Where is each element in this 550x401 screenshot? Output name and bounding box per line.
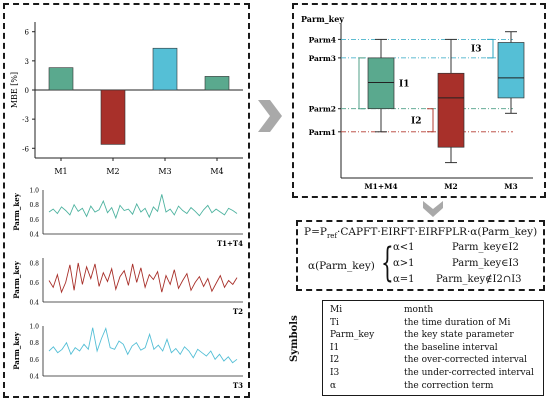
line-y-tick-label: 1.0 — [29, 324, 39, 331]
line-y-label: Parm_key — [12, 331, 21, 370]
symbol-name: I2 — [330, 355, 340, 366]
bar-M3 — [152, 47, 178, 91]
mbe-bar-chart: 6 3 0 -3 -6 M1 M2 M3 M4 MBE [%] — [10, 22, 243, 176]
level-label-Parm4: Parm4 — [309, 35, 336, 44]
line-chart-t1-t4: 1.0 0.8 0.6 0.4 T1+T4 Parm_key — [12, 188, 243, 249]
bar-y-tick-label: -3 — [22, 116, 29, 124]
line-series-T3 — [48, 327, 238, 364]
interval-label-I1: I1 — [399, 79, 409, 89]
line-series-T2 — [48, 262, 238, 294]
line-y-label: Parm_key — [12, 192, 21, 231]
symbol-description: month — [404, 305, 434, 315]
interval-label-I3: I3 — [471, 45, 481, 55]
symbol-name: I1 — [330, 342, 340, 353]
down-arrow-icon — [423, 201, 443, 217]
symbol-name: Mi — [330, 305, 343, 315]
box-M3 — [497, 42, 525, 99]
symbol-description: the key state parameter — [404, 330, 514, 341]
level-label-Parm2: Parm2 — [309, 105, 336, 114]
bar-y-label: MBE [%] — [10, 72, 19, 108]
bar-M2 — [100, 89, 126, 145]
box-x-label: M1+M4 — [364, 182, 397, 191]
line-label: T3 — [233, 381, 243, 390]
equation-main: P=Pref·CAPFT·EIRFT·EIRFPLR·α(Parm_key) — [304, 226, 538, 241]
symbol-name: Parm_key — [330, 330, 375, 341]
boxplot-panel — [292, 3, 546, 198]
symbol-description: the over-corrected interval — [404, 355, 528, 366]
level-label-Parm3: Parm3 — [309, 54, 336, 63]
line-y-tick-label: 0.4 — [29, 300, 39, 307]
bar-y-tick-label: 3 — [25, 58, 29, 66]
equation-panel — [296, 220, 545, 291]
line-series-T1+T4 — [48, 194, 238, 220]
box-x-label: M3 — [504, 182, 518, 191]
line-y-tick-label: 0.4 — [29, 232, 39, 239]
symbol-name: I3 — [330, 368, 340, 378]
equation-sub: ref — [326, 232, 338, 241]
interval-bracket-I3 — [487, 38, 494, 59]
box-title: Parm_key — [301, 14, 344, 24]
line-chart-t3: 1.0 0.8 0.6 0.4 T3 Parm_key — [12, 324, 243, 391]
interval-bracket-I1 — [358, 57, 365, 110]
right-arrow-icon — [258, 100, 282, 132]
line-y-tick-label: 0.8 — [29, 260, 39, 267]
level-label-Parm1: Parm1 — [309, 128, 336, 137]
box-M2 — [437, 72, 465, 148]
case-1-cond: α<1 — [393, 242, 415, 253]
bar-y-tick-label: 0 — [25, 87, 29, 95]
case-1-range: Parm_key∈I2 — [452, 242, 519, 253]
symbols-title: Symbols — [289, 315, 300, 362]
symbols-table — [322, 300, 544, 396]
symbol-name: Ti — [330, 317, 339, 328]
bar-y-tick-label: 6 — [25, 29, 30, 37]
line-y-tick-label: 0.6 — [29, 280, 39, 287]
bar-y-tick-label: -6 — [22, 145, 29, 153]
equation-brace: { — [381, 240, 394, 286]
symbol-description: the time duration of Mi — [404, 317, 511, 328]
line-y-tick-label: 0.4 — [29, 374, 39, 381]
line-y-label: Parm_key — [12, 260, 21, 299]
bar-M1 — [48, 67, 74, 91]
bar-x-label: M4 — [210, 167, 223, 176]
case-2-range: Parm_key∈I3 — [452, 258, 519, 269]
symbol-description: the under-corrected interval — [404, 368, 534, 378]
bar-x-label: M2 — [106, 167, 119, 176]
symbol-description: the correction term — [404, 380, 494, 391]
case-3-cond: α=1 — [393, 274, 415, 285]
bar-M4 — [204, 76, 230, 91]
line-label: T2 — [233, 307, 243, 316]
bar-x-label: M1 — [54, 167, 67, 176]
symbol-description: the baseline interval — [404, 342, 498, 353]
boxplot-chart: Parm_key Parm4 Parm3 Parm2 Parm1 M1+M4 M2 M3 I1 I… — [301, 14, 533, 191]
case-3-range: Parm_key∉I2∩I3 — [436, 274, 522, 285]
bar-x-label: M3 — [158, 167, 171, 176]
box-M1+M4 — [367, 57, 395, 110]
symbol-name: α — [330, 380, 337, 391]
line-y-tick-label: 0.8 — [29, 202, 39, 209]
case-2-cond: α>1 — [393, 258, 415, 269]
interval-bracket-I2 — [427, 108, 434, 133]
line-y-tick-label: 1.0 — [29, 188, 39, 195]
line-chart-t2: 0.8 0.6 0.4 T2 Parm_key — [12, 258, 243, 316]
equation-lhs: α(Parm_key) — [308, 260, 375, 272]
line-y-tick-label: 0.8 — [29, 340, 39, 347]
box-x-label: M2 — [444, 182, 458, 191]
line-y-tick-label: 0.6 — [29, 357, 39, 364]
left-panel — [3, 3, 250, 398]
line-y-tick-label: 0.6 — [29, 217, 39, 224]
interval-label-I2: I2 — [411, 116, 421, 126]
line-label: T1+T4 — [217, 239, 243, 248]
